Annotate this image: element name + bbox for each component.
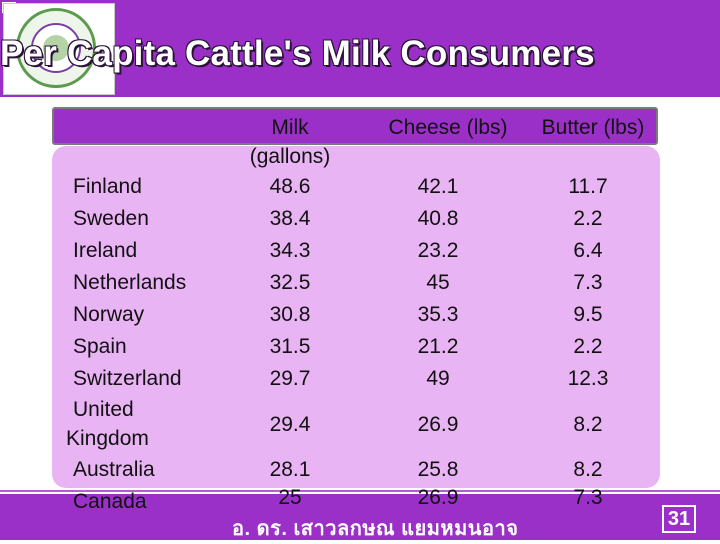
table-cell-milk: 29.4 — [269, 413, 311, 436]
table-cell-milk: 28.1 — [269, 458, 311, 481]
table-cell-cheese: 23.2 — [417, 239, 459, 262]
table-cell-cheese: 26.9 — [417, 413, 459, 436]
table-row-country: Ireland — [73, 239, 138, 262]
table-cell-milk: 29.7 — [269, 367, 311, 390]
table-cell-milk: 38.4 — [269, 207, 311, 230]
table-cell-cheese: 42.1 — [417, 175, 459, 198]
table-cell-cheese: 35.3 — [417, 303, 459, 326]
seal-icon — [16, 8, 96, 88]
table-cell-butter: 8.2 — [573, 413, 603, 436]
table-cell-milk: 30.8 — [269, 303, 311, 326]
table-cell-butter: 8.2 — [573, 458, 603, 481]
divider — [0, 490, 720, 492]
table-row-country: Canada — [73, 490, 147, 513]
table-row-country: Finland — [73, 175, 142, 198]
table-cell-butter: 11.7 — [568, 175, 608, 198]
university-logo — [3, 3, 115, 95]
table-cell-cheese: 40.8 — [417, 207, 459, 230]
bottom-band — [0, 494, 720, 540]
page-number: 31 — [662, 505, 696, 533]
table-cell-milk: 25 — [278, 486, 302, 509]
header-cheese: Cheese (lbs) — [388, 116, 508, 139]
table-header-bar — [52, 107, 658, 145]
top-band — [0, 0, 720, 97]
table-cell-butter: 2.2 — [573, 335, 603, 358]
table-cell-butter: 7.3 — [573, 271, 603, 294]
table-cell-milk: 34.3 — [269, 239, 311, 262]
table-cell-milk: 48.6 — [269, 175, 311, 198]
table-cell-milk: 31.5 — [269, 335, 311, 358]
table-cell-cheese: 21.2 — [417, 335, 459, 358]
table-row-country-line1: United — [73, 398, 134, 421]
table-panel — [52, 146, 660, 488]
table-row-country: Australia — [73, 458, 155, 481]
table-row-country: Switzerland — [73, 367, 182, 390]
table-cell-butter: 7.3 — [573, 486, 603, 509]
table-cell-butter: 9.5 — [573, 303, 603, 326]
table-cell-butter: 2.2 — [573, 207, 603, 230]
table-cell-cheese: 45 — [426, 271, 450, 294]
footer-author: อ. ดร. เสาวลกษณ แยมหมนอาจ — [232, 518, 519, 540]
table-row-country-line2: Kingdom — [66, 427, 149, 450]
table-cell-cheese: 49 — [426, 367, 450, 390]
table-cell-cheese: 26.9 — [417, 486, 459, 509]
header-milk-unit: (gallons) — [249, 145, 331, 168]
table-row-country: Norway — [73, 303, 145, 326]
table-cell-butter: 6.4 — [573, 239, 603, 262]
table-row-country: Netherlands — [73, 271, 187, 294]
table-cell-cheese: 25.8 — [417, 458, 459, 481]
header-butter: Butter (lbs) — [541, 116, 645, 139]
table-row-country: Sweden — [73, 207, 149, 230]
table-row-country: Spain — [73, 335, 127, 358]
table-cell-milk: 32.5 — [269, 271, 311, 294]
table-cell-butter: 12.3 — [567, 367, 609, 390]
header-milk: Milk — [271, 116, 309, 139]
